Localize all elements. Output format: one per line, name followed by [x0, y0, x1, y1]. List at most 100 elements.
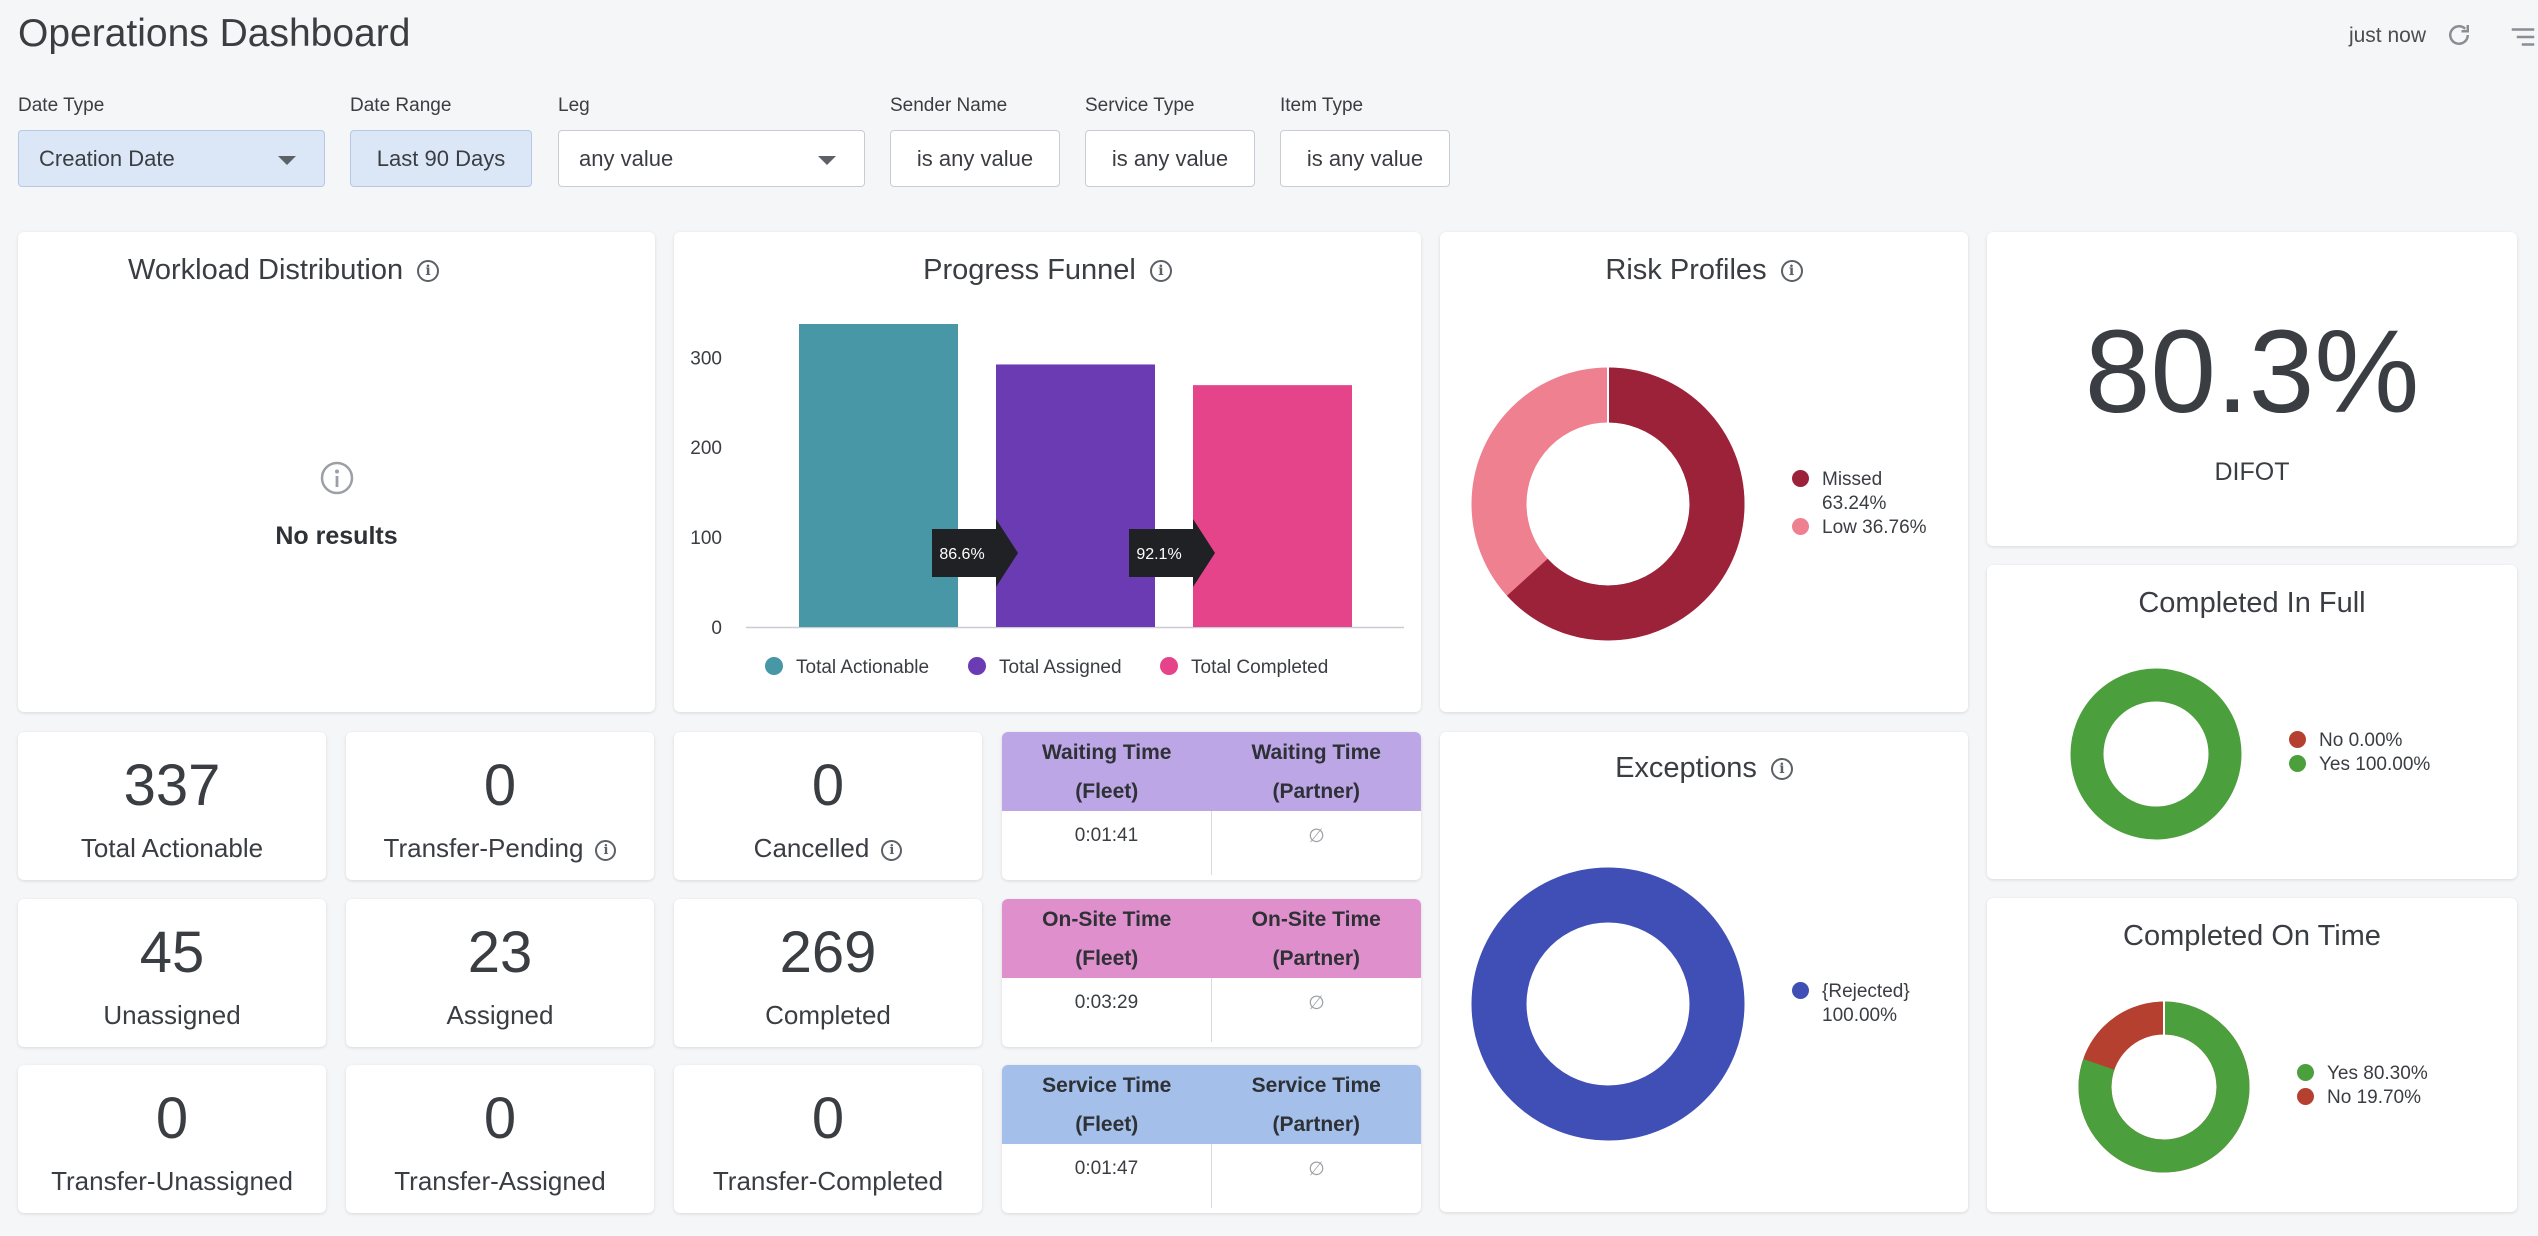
legend-item-rejected: {Rejected}: [1792, 980, 1910, 1004]
last-updated: just now: [2348, 24, 2426, 47]
stat-label: Transfer-Unassigned: [51, 1166, 293, 1196]
leg-value: any value: [579, 145, 674, 171]
exceptions-legend: {Rejected} 100.00%: [1792, 980, 1910, 1028]
table-header: Service Time (Fleet) Service Time (Partner…: [1002, 1065, 1421, 1144]
partner-value: ∅: [1211, 811, 1421, 875]
progress-funnel-chart: 0 100 200 300 86.6% 92.1% Total Actionable Tota…: [690, 324, 1404, 678]
stat-transfer-unassigned[interactable]: 0 Transfer-Unassigned: [18, 1065, 326, 1213]
y-tick-label: 300: [690, 348, 722, 369]
risk-title: Risk Profiles: [1605, 254, 1767, 286]
refresh-icon[interactable]: [2444, 20, 2474, 50]
stat-unassigned[interactable]: 45 Unassigned: [18, 899, 326, 1047]
bar-total-completed: [1193, 385, 1352, 627]
service-type-filter[interactable]: is any value: [1085, 130, 1255, 187]
leg-dropdown[interactable]: any value: [558, 130, 865, 187]
cot-title: Completed On Time: [2123, 920, 2381, 952]
workload-title: Workload Distribution: [128, 254, 404, 286]
legend-item-no: No 19.70%: [2297, 1086, 2428, 1110]
legend-item-missed: Missed: [1792, 468, 1927, 492]
stat-value: 0: [811, 753, 845, 818]
legend-label: Total Assigned: [999, 657, 1122, 678]
legend-label: Total Actionable: [796, 657, 929, 678]
table-row: 0:01:41 ∅: [1002, 811, 1421, 875]
date-range-value: Last 90 Days: [376, 145, 506, 171]
stat-transfer-completed[interactable]: 0 Transfer-Completed: [674, 1065, 982, 1213]
stat-label: Transfer-Completed: [712, 1166, 944, 1196]
filter-label-date-range: Date Range: [350, 95, 452, 116]
filter-label-item-type: Item Type: [1280, 95, 1364, 116]
info-icon[interactable]: i: [1780, 260, 1803, 283]
cot-legend: Yes 80.30% No 19.70%: [2297, 1062, 2428, 1110]
chevron-down-icon: [818, 156, 836, 165]
stat-transfer-assigned[interactable]: 0 Transfer-Assigned: [346, 1065, 654, 1213]
filter-menu-icon[interactable]: [2508, 22, 2538, 52]
y-tick-label: 100: [690, 528, 722, 549]
date-range-button[interactable]: Last 90 Days: [350, 130, 532, 187]
legend-dot: [968, 657, 986, 675]
stat-value: 45: [139, 920, 205, 985]
legend-dot: [765, 657, 783, 675]
bar-total-assigned: [996, 364, 1155, 627]
workload-distribution-card: Workload Distribution i No results: [18, 232, 655, 712]
info-circle-icon: [320, 461, 354, 495]
legend-rejected-pct: 100.00%: [1822, 1005, 1898, 1026]
legend-missed-pct: 63.24%: [1822, 493, 1887, 514]
fleet-value: 0:01:47: [1074, 1158, 1139, 1179]
legend-label: Total Completed: [1191, 657, 1328, 678]
stat-total-actionable[interactable]: 337 Total Actionable: [18, 732, 326, 880]
stat-value: 0: [483, 753, 517, 818]
stat-label: Unassigned: [103, 1000, 241, 1030]
legend-item-low: Low 36.76%: [1792, 516, 1927, 540]
stat-value: 23: [467, 920, 533, 985]
conversion-label: 86.6%: [939, 546, 984, 563]
on-site-time-table: On-Site Time (Fleet) On-Site Time (Partner…: [1002, 899, 1421, 1047]
progress-funnel-card: Progress Funnel i 0 100 200 300 86.6% 92.1% Tot…: [674, 232, 1421, 712]
y-tick-label: 200: [690, 438, 722, 459]
stat-transfer-pending[interactable]: 0 Transfer-Pending i: [346, 732, 654, 880]
info-icon[interactable]: i: [1149, 260, 1172, 283]
stat-value: 0: [155, 1086, 189, 1151]
legend-dot: [1160, 657, 1178, 675]
difot-card: 80.3% DIFOT: [1987, 232, 2517, 546]
stat-completed[interactable]: 269 Completed: [674, 899, 982, 1047]
bar-total-actionable: [799, 324, 958, 627]
filter-label-service-type: Service Type: [1085, 95, 1195, 116]
sender-name-filter[interactable]: is any value: [890, 130, 1060, 187]
difot-label: DIFOT: [2214, 458, 2290, 486]
risk-legend: Missed 63.24% Low 36.76%: [1792, 468, 1927, 540]
cot-donut-chart: [2078, 1000, 2250, 1173]
funnel-title: Progress Funnel: [923, 254, 1136, 286]
info-icon[interactable]: i: [881, 839, 903, 861]
completed-in-full-card: Completed In Full No 0.00% Yes 100.00%: [1987, 565, 2517, 879]
conversion-label: 92.1%: [1136, 546, 1181, 563]
chevron-down-icon: [278, 156, 296, 165]
legend-dot: [1792, 518, 1809, 535]
table-row: 0:03:29 ∅: [1002, 978, 1421, 1042]
partner-value: ∅: [1211, 1144, 1421, 1208]
fleet-value: 0:03:29: [1074, 992, 1139, 1013]
difot-value: 80.3%: [2084, 306, 2420, 438]
legend-item-yes: Yes 80.30%: [2297, 1062, 2428, 1086]
legend-item-no: No 0.00%: [2289, 729, 2430, 753]
exceptions-title: Exceptions: [1615, 752, 1757, 784]
stat-label: Cancelled: [753, 833, 870, 863]
stat-assigned[interactable]: 23 Assigned: [346, 899, 654, 1047]
stat-label: Transfer-Pending: [383, 833, 584, 863]
info-icon[interactable]: i: [417, 260, 440, 283]
stat-cancelled[interactable]: 0 Cancelled i: [674, 732, 982, 880]
table-header: Waiting Time (Fleet) Waiting Time (Partner…: [1002, 732, 1421, 811]
exceptions-card: Exceptions i {Rejected} 100.00%: [1440, 732, 1968, 1212]
risk-donut-chart: [1471, 366, 1745, 641]
info-icon[interactable]: i: [1770, 758, 1793, 781]
info-icon[interactable]: i: [595, 839, 617, 861]
completed-on-time-card: Completed On Time Yes 80.30% No 19.70%: [1987, 898, 2517, 1212]
stat-value: 337: [123, 753, 221, 818]
risk-profiles-card: Risk Profiles i Missed 63.24% Low 36.76%: [1440, 232, 1968, 712]
stat-label: Completed: [765, 1000, 891, 1030]
date-type-dropdown[interactable]: Creation Date: [18, 130, 325, 187]
item-type-filter[interactable]: is any value: [1280, 130, 1450, 187]
service-type-value: is any value: [1111, 145, 1229, 171]
legend-dot: [1792, 470, 1809, 487]
stat-label: Assigned: [446, 1000, 554, 1030]
exceptions-donut-chart: [1471, 867, 1745, 1141]
